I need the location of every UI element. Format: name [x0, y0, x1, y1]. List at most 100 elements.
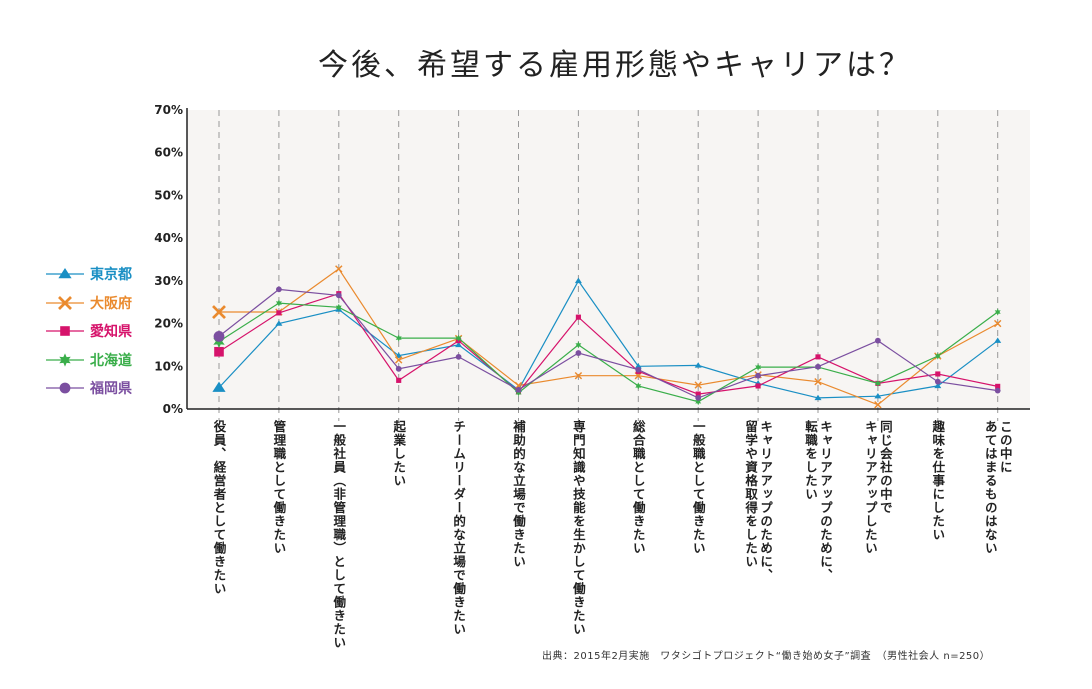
data-point [574, 277, 582, 284]
x-icon [46, 295, 84, 310]
data-point [634, 363, 642, 369]
legend-item: 大阪府 [46, 289, 132, 318]
square-icon [46, 326, 84, 337]
data-point [455, 334, 462, 342]
data-point [934, 382, 942, 389]
x-tick-label: 同じ会社の中で キャリアアップしたい [862, 420, 893, 555]
data-point [574, 371, 583, 380]
y-tick-label: 50% [154, 188, 183, 202]
series-line-北海道 [218, 302, 999, 403]
data-point [815, 354, 821, 360]
data-point [874, 401, 882, 409]
x-tick-label: 一般職として働きたい [690, 420, 706, 555]
series-line-福岡県 [218, 288, 998, 399]
x-tick-label: 総合職として働きたい [630, 420, 646, 555]
data-point [575, 350, 582, 356]
x-tick-label: 趣味を仕事にしたい [930, 420, 946, 542]
series-line-東京都 [218, 279, 999, 399]
legend-label: 北海道 [90, 352, 132, 369]
y-tick-label: 0% [163, 402, 183, 416]
data-point [212, 381, 226, 392]
legend-item: 東京都 [46, 260, 132, 289]
data-point [455, 341, 463, 348]
data-point [874, 392, 882, 399]
data-point [995, 383, 1001, 389]
data-point [395, 334, 402, 342]
data-point [994, 387, 1001, 394]
data-point [276, 310, 282, 316]
legend: 東京都大阪府愛知県北海道福岡県 [46, 260, 132, 403]
x-tick-label: 起業したい [391, 420, 407, 488]
triangle-icon [46, 268, 84, 279]
legend-item: 愛知県 [46, 317, 132, 346]
legend-label: 福岡県 [90, 381, 132, 398]
data-point [275, 320, 283, 326]
circle-icon [46, 382, 84, 394]
data-point [455, 354, 462, 360]
data-point [695, 395, 702, 401]
data-point [934, 352, 941, 360]
y-tick-label: 10% [154, 359, 183, 373]
data-point [335, 292, 342, 299]
data-point [755, 363, 762, 371]
data-point [575, 341, 582, 349]
data-point [755, 383, 761, 389]
legend-item: 福岡県 [46, 374, 132, 403]
series-line-大阪府 [219, 268, 998, 406]
star-icon [46, 353, 84, 367]
x-tick-label: 役員、経営者として働きたい [211, 420, 227, 596]
x-tick-label: 管理職として働きたい [271, 420, 287, 555]
data-point [875, 337, 881, 344]
data-point [994, 337, 1002, 343]
data-point [755, 372, 761, 379]
data-point [515, 386, 522, 393]
data-point [214, 346, 224, 357]
legend-label: 大阪府 [90, 295, 132, 312]
data-point [934, 378, 941, 385]
data-point [694, 381, 702, 389]
data-point [814, 377, 822, 386]
x-tick-label: 一般社員（非管理職）として働きたい [331, 420, 347, 650]
legend-marker [58, 295, 72, 310]
data-point [394, 356, 403, 364]
legend-marker [58, 268, 72, 279]
data-point [694, 362, 702, 368]
data-point [935, 371, 941, 377]
y-tick-label: 70% [154, 103, 183, 117]
data-point [814, 394, 822, 401]
y-tick-label: 40% [154, 231, 183, 245]
data-point [575, 314, 581, 320]
legend-label: 愛知県 [90, 324, 132, 341]
x-tick-label: キャリアアップのために、 転職をしたい [803, 420, 833, 582]
data-point [695, 391, 701, 397]
data-point [212, 305, 226, 319]
data-point [335, 303, 342, 311]
legend-marker [60, 326, 70, 337]
data-point [335, 265, 343, 273]
data-point [276, 286, 282, 293]
chart-title: 今後、希望する雇用形態やキャリアは？ [318, 48, 912, 83]
y-tick-label: 60% [154, 146, 183, 160]
data-point [635, 366, 642, 373]
data-point [275, 299, 282, 307]
data-point [994, 308, 1001, 316]
data-point [815, 363, 821, 370]
y-tick-label: 30% [154, 274, 183, 288]
x-tick-label: 補助的な立場で働きたい [511, 420, 526, 569]
plot-area [187, 110, 1030, 409]
data-point [514, 381, 523, 390]
x-tick-label: この中に あてはまるものはない [982, 420, 1013, 555]
data-point [396, 377, 402, 383]
legend-item: 北海道 [46, 346, 132, 375]
x-tick-label: チームリーダー的な立場で働きたい [451, 420, 467, 636]
data-point [874, 379, 881, 387]
legend-marker [59, 382, 71, 394]
legend-marker [59, 353, 71, 367]
x-tick-label: キャリアアップのために、 留学や資格取得をしたい [743, 420, 774, 582]
source-note: 出典：2015年2月実施 ワタシゴトプロジェクト“働き始め女子”調査 （男性社会… [542, 651, 991, 662]
data-point [515, 389, 522, 397]
data-point [695, 398, 702, 406]
y-tick-label: 20% [154, 317, 183, 331]
data-point [395, 365, 402, 372]
